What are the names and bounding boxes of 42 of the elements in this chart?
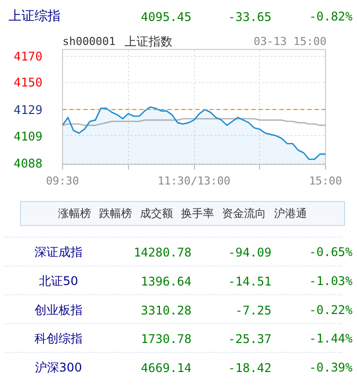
- text: 4095.45: [140, 10, 192, 24]
- text: 成交额: [140, 207, 173, 220]
- text: 1396.64: [140, 274, 192, 288]
- text: -0.39%: [309, 360, 354, 374]
- text: 1730.78: [140, 332, 192, 346]
- text: 换手率: [181, 207, 214, 220]
- text: 沪港通: [274, 207, 307, 220]
- text: -0.22%: [309, 302, 354, 317]
- y-tick-label: 4150: [14, 76, 43, 90]
- text: -18.42: [228, 360, 272, 375]
- chart-subtitle: sh000001: [62, 35, 116, 48]
- text: -25.37: [228, 332, 272, 346]
- x-tick-label: 11:30/13:00: [158, 174, 230, 188]
- text: 03-13 15:00: [254, 35, 327, 48]
- text: 科创综指: [34, 332, 82, 346]
- text: -94.09: [228, 246, 272, 260]
- text: 创业板指: [34, 302, 82, 317]
- y-tick-label: 4129: [14, 102, 43, 117]
- text: 深证成指: [34, 245, 82, 260]
- text: -1.03%: [309, 274, 354, 288]
- y-tick-label: 4109: [14, 129, 43, 144]
- text: -0.65%: [309, 245, 354, 260]
- x-tick-label: 09:30: [46, 174, 80, 188]
- text: -1.44%: [309, 332, 354, 346]
- y-tick-label: 4170: [14, 50, 43, 64]
- text: -14.51: [228, 274, 272, 288]
- y-tick-label: 4088: [14, 156, 43, 171]
- text: 北证50: [38, 274, 78, 288]
- text: -0.82%: [309, 10, 354, 24]
- text: 跌幅榜: [99, 207, 132, 220]
- text: 14280.78: [134, 246, 192, 260]
- text: 沪深300: [35, 360, 82, 374]
- text: 3310.28: [140, 303, 192, 318]
- x-tick-label: 15:00: [308, 174, 342, 188]
- text: -7.25: [235, 303, 272, 318]
- line-series: [62, 118, 326, 126]
- text: 上证综指: [8, 9, 60, 24]
- text: 资金流向: [222, 207, 266, 220]
- text: 4669.14: [140, 360, 192, 375]
- text: 涨幅榜: [58, 207, 91, 220]
- chart-title: 上证指数: [124, 34, 172, 48]
- text: -33.65: [228, 10, 272, 24]
